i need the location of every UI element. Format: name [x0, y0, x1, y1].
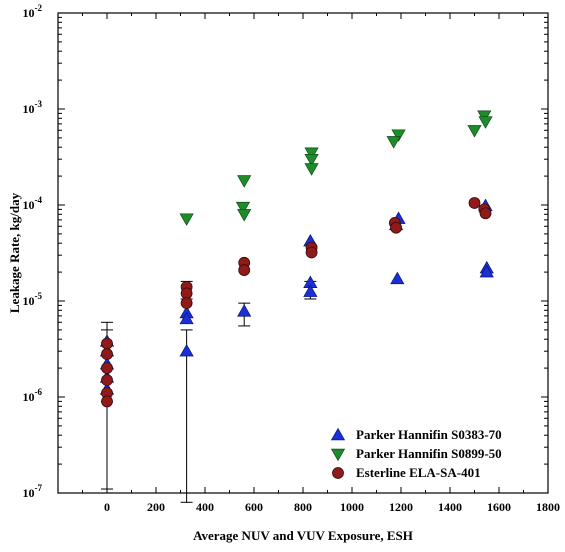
x-tick-label: 1400 — [438, 500, 462, 514]
data-point-series-2 — [235, 201, 251, 215]
data-point-series-2 — [304, 147, 319, 160]
data-point-series-3 — [101, 348, 113, 360]
y-tick-label: 10-6 — [23, 387, 43, 404]
x-tick-label: 1600 — [487, 500, 511, 514]
x-tick-label: 600 — [245, 500, 263, 514]
x-tick-label: 1200 — [389, 500, 413, 514]
y-tick-label: 10-4 — [23, 195, 43, 212]
data-point-series-2 — [237, 175, 252, 188]
data-point-series-3 — [101, 395, 113, 408]
x-tick-label: 400 — [196, 500, 214, 514]
x-tick-label: 1000 — [340, 500, 364, 514]
data-point-series-3 — [101, 337, 113, 350]
data-point-series-1 — [179, 311, 194, 325]
x-axis-label: Average NUV and VUV Exposure, ESH — [193, 528, 413, 543]
y-tick-label: 10-2 — [23, 3, 43, 20]
y-tick-label: 10-3 — [23, 99, 43, 116]
legend-label-2: Parker Hannifin S0899-50 — [356, 446, 502, 461]
data-points — [99, 110, 494, 408]
data-point-series-3 — [468, 197, 481, 209]
data-point-series-2 — [304, 163, 319, 176]
error-bars — [101, 280, 317, 503]
legend: Parker Hannifin S0383-70 Parker Hannifin … — [330, 427, 502, 480]
data-point-series-3 — [101, 374, 113, 386]
legend-marker-3 — [332, 467, 344, 479]
x-tick-label: 1800 — [536, 500, 560, 514]
y-axis-ticks: 10-7 10-6 10-5 10-4 10-3 10-2 — [23, 3, 548, 500]
y-tick-label: 10-7 — [23, 483, 43, 500]
legend-label-1: Parker Hannifin S0383-70 — [356, 427, 502, 442]
data-point-series-3 — [180, 297, 193, 310]
data-point-series-3 — [101, 362, 113, 375]
data-point-series-2 — [478, 116, 493, 129]
plot-frame — [57, 12, 549, 494]
data-point-series-2 — [304, 153, 319, 167]
x-tick-label: 200 — [147, 500, 165, 514]
data-point-series-3 — [390, 221, 403, 234]
data-point-series-2 — [386, 136, 401, 149]
data-point-series-1 — [479, 264, 494, 278]
data-point-series-2 — [179, 213, 194, 226]
data-point-series-3 — [238, 264, 251, 276]
legend-marker-2 — [330, 448, 346, 462]
legend-marker-1 — [330, 427, 346, 441]
data-point-series-3 — [479, 207, 492, 220]
data-point-series-2 — [391, 129, 406, 142]
data-point-series-1 — [237, 304, 252, 317]
data-point-series-2 — [237, 209, 252, 222]
x-tick-label: 800 — [294, 500, 312, 514]
data-point-series-2 — [467, 125, 482, 138]
data-point-series-1 — [303, 284, 318, 297]
x-axis-ticks: 0 200 400 600 800 1000 1200 1400 1600 1800 — [82, 13, 560, 514]
legend-label-3: Esterline ELA-SA-401 — [356, 465, 481, 480]
data-point-series-1 — [179, 343, 194, 357]
data-point-series-3 — [305, 246, 318, 259]
data-point-series-1 — [390, 271, 405, 285]
x-tick-label: 0 — [104, 500, 110, 514]
y-axis-label: Leakage Rate, kg/day — [7, 192, 22, 313]
y-tick-label: 10-5 — [23, 291, 43, 308]
